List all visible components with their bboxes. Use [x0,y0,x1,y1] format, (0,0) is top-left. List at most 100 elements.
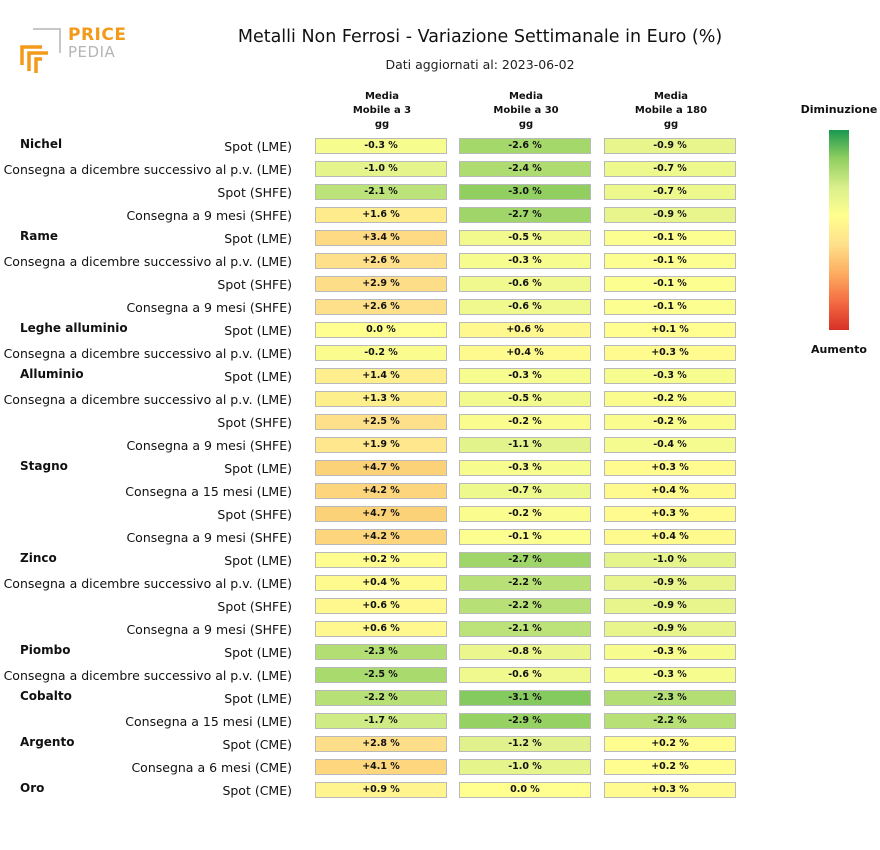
heatmap-cell: -0.3 % [315,138,447,154]
heatmap-cell: +0.6 % [315,621,447,637]
series-label: Spot (LME) [224,139,292,154]
metal-label: Argento [20,735,75,749]
series-label: Consegna a 9 mesi (SHFE) [126,438,292,453]
series-label: Spot (LME) [224,553,292,568]
series-label: Consegna a dicembre successivo al p.v. (… [3,162,292,177]
heatmap-cell: +1.3 % [315,391,447,407]
logo-mark-icon [20,28,61,73]
heatmap-cell: -2.4 % [459,161,591,177]
legend-color-scale [829,130,849,330]
heatmap-cell: +0.6 % [315,598,447,614]
logo-word-price: PRICE [68,25,127,45]
heatmap-cell: +2.6 % [315,253,447,269]
series-label: Consegna a dicembre successivo al p.v. (… [3,346,292,361]
heatmap-cell: +1.9 % [315,437,447,453]
heatmap-cell: -0.3 % [459,368,591,384]
heatmap-cell: -0.1 % [604,299,736,315]
pricepedia-logo: PRICE PEDIA [20,25,130,75]
heatmap-cell: -1.1 % [459,437,591,453]
series-label: Consegna a 9 mesi (SHFE) [126,300,292,315]
series-label: Consegna a dicembre successivo al p.v. (… [3,668,292,683]
heatmap-cell: -0.7 % [459,483,591,499]
heatmap-cell: +0.3 % [604,460,736,476]
metal-label: Zinco [20,551,57,565]
heatmap-cell: -2.1 % [315,184,447,200]
metal-label: Rame [20,229,58,243]
heatmap-cell: -1.0 % [459,759,591,775]
metal-label: Stagno [20,459,68,473]
heatmap-cell: 0.0 % [315,322,447,338]
heatmap-cell: -0.5 % [459,391,591,407]
series-label: Spot (CME) [222,737,292,752]
heatmap-cell: +0.4 % [315,575,447,591]
series-label: Consegna a 9 mesi (SHFE) [126,530,292,545]
heatmap-cell: -0.6 % [459,299,591,315]
series-label: Spot (LME) [224,323,292,338]
heatmap-cell: -0.6 % [459,276,591,292]
chart-title: Metalli Non Ferrosi - Variazione Settima… [237,27,723,47]
heatmap-cell: +0.4 % [604,529,736,545]
heatmap-cell: -0.2 % [315,345,447,361]
heatmap-cell: +0.3 % [604,782,736,798]
series-label: Consegna a dicembre successivo al p.v. (… [3,254,292,269]
heatmap-cell: +0.2 % [604,736,736,752]
heatmap-cell: -0.1 % [459,529,591,545]
heatmap-cell: -3.1 % [459,690,591,706]
heatmap-cell: +0.6 % [459,322,591,338]
metal-label: Cobalto [20,689,72,703]
heatmap-cell: +3.4 % [315,230,447,246]
heatmap-cell: -2.5 % [315,667,447,683]
heatmap-cell: -0.7 % [604,184,736,200]
heatmap-cell: +2.8 % [315,736,447,752]
series-label: Spot (CME) [222,783,292,798]
heatmap-cell: -2.2 % [604,713,736,729]
metal-label: Alluminio [20,367,84,381]
metal-label: Leghe alluminio [20,321,128,335]
heatmap-cell: +4.7 % [315,460,447,476]
heatmap-cell: -0.3 % [459,253,591,269]
heatmap-cell: -2.1 % [459,621,591,637]
heatmap-cell: -3.0 % [459,184,591,200]
heatmap-cell: +4.1 % [315,759,447,775]
heatmap-cell: -1.0 % [315,161,447,177]
heatmap-cell: -0.6 % [459,667,591,683]
column-header-180gg: Media Mobile a 180 gg [634,91,708,130]
legend-top-label: Diminuzione [800,103,878,116]
heatmap-cell: +1.6 % [315,207,447,223]
heatmap-cell: -2.7 % [459,552,591,568]
heatmap-cell: -0.2 % [604,414,736,430]
series-label: Consegna a dicembre successivo al p.v. (… [3,392,292,407]
heatmap-cell: -2.3 % [604,690,736,706]
heatmap-cell: -0.9 % [604,575,736,591]
heatmap-cell: +2.9 % [315,276,447,292]
heatmap-cell: -1.7 % [315,713,447,729]
heatmap-cell: -0.1 % [604,276,736,292]
heatmap-cell: -0.9 % [604,598,736,614]
series-label: Spot (LME) [224,231,292,246]
heatmap-cell: +0.2 % [315,552,447,568]
heatmap-cell: +2.6 % [315,299,447,315]
series-label: Spot (LME) [224,645,292,660]
heatmap-cell: +2.5 % [315,414,447,430]
heatmap-cell: +0.2 % [604,759,736,775]
heatmap-cell: -0.3 % [604,644,736,660]
heatmap-cell: -2.3 % [315,644,447,660]
chart-subtitle: Dati aggiornati al: 2023-06-02 [385,57,575,72]
heatmap-cell: +0.4 % [459,345,591,361]
heatmap-cell: -0.3 % [604,667,736,683]
heatmap-cell: -2.7 % [459,207,591,223]
heatmap-cell: -2.6 % [459,138,591,154]
heatmap-cell: -0.8 % [459,644,591,660]
series-label: Consegna a 15 mesi (LME) [125,714,292,729]
heatmap-cell: -0.5 % [459,230,591,246]
heatmap-cell: -1.0 % [604,552,736,568]
heatmap-cell: -2.2 % [315,690,447,706]
heatmap-cell: -0.9 % [604,138,736,154]
heatmap-cell: -0.2 % [459,414,591,430]
logo-word-pedia: PEDIA [68,43,116,61]
series-label: Spot (SHFE) [217,507,292,522]
legend-bottom-label: Aumento [811,343,867,356]
series-label: Spot (SHFE) [217,415,292,430]
series-label: Spot (LME) [224,369,292,384]
heatmap-cell: +4.2 % [315,483,447,499]
